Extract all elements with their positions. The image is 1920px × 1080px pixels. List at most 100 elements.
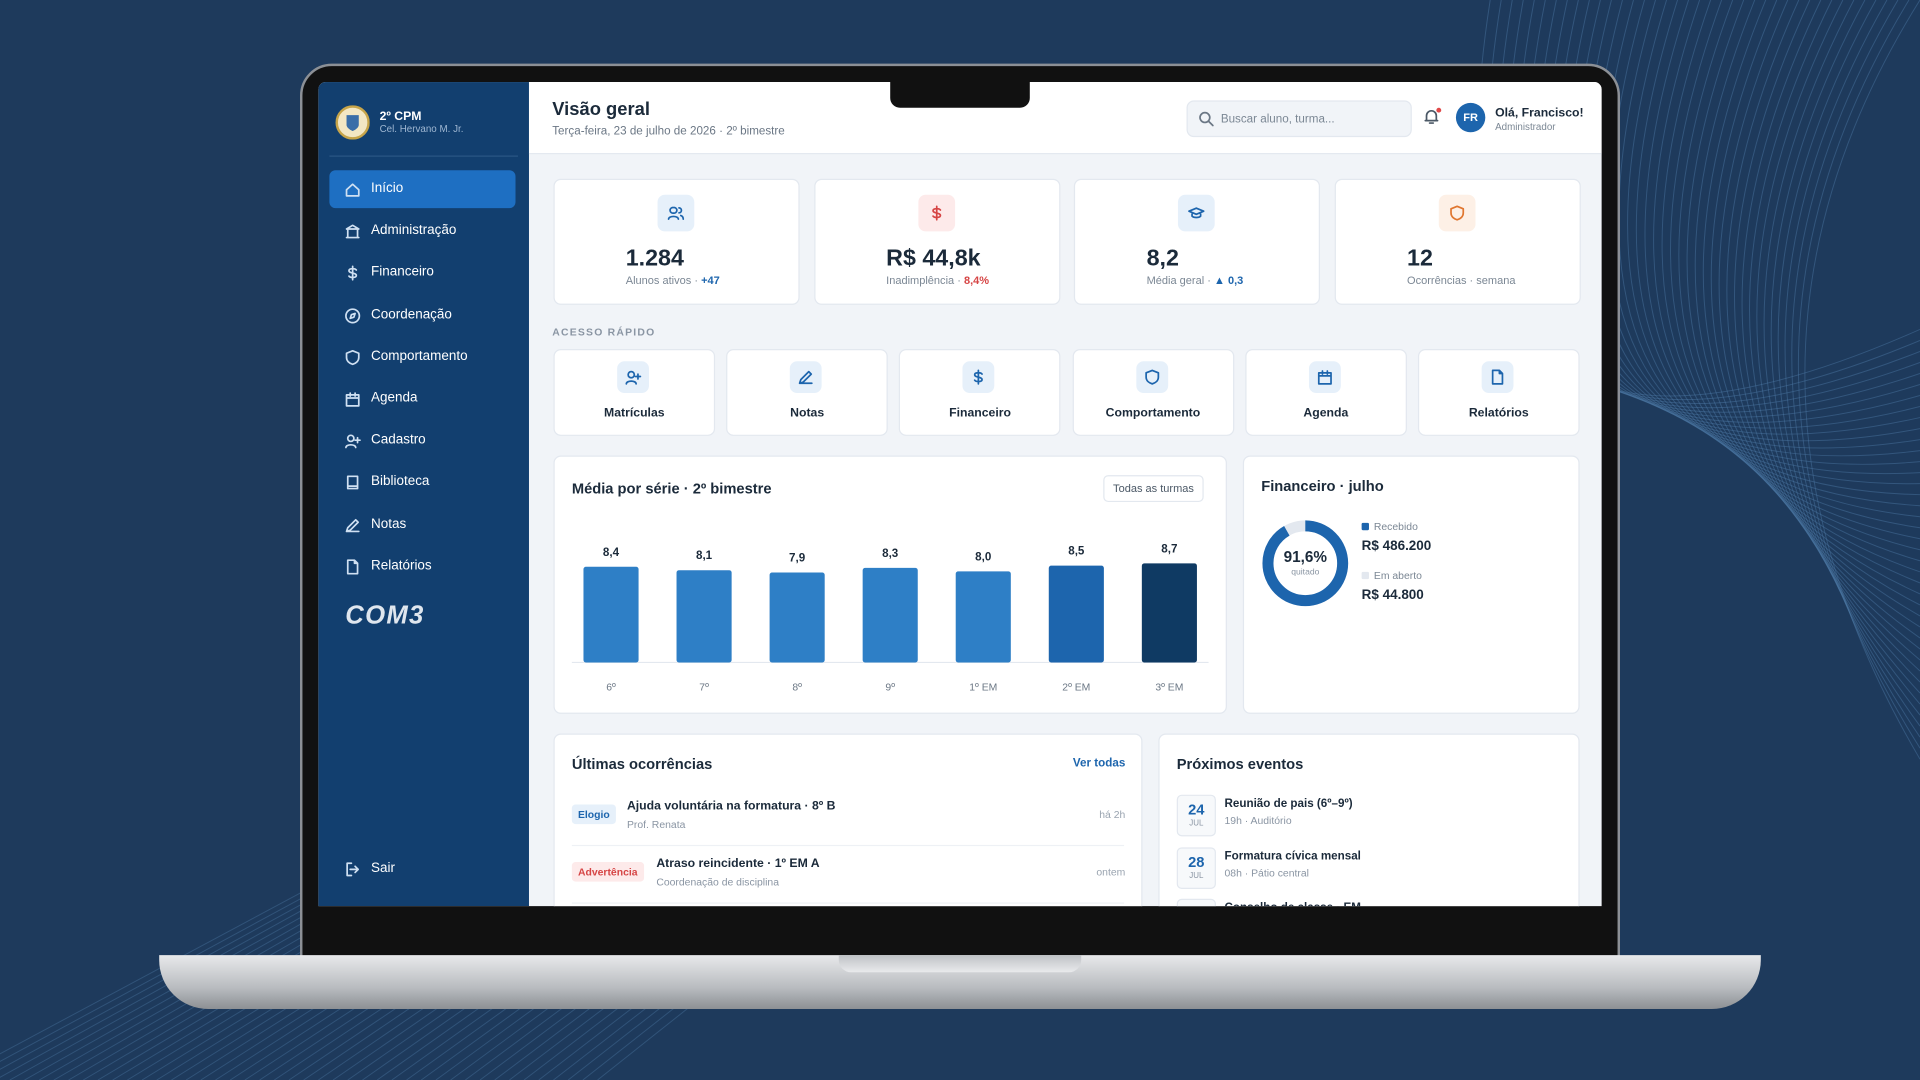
x-tick-label: 6º xyxy=(606,683,616,694)
occurrence-tag: Advertência xyxy=(571,862,644,882)
background-line xyxy=(1627,0,1920,507)
stat-label-row: Ocorrências · semana xyxy=(1407,274,1515,286)
donut xyxy=(1262,520,1349,607)
stat-card: 8,2 Média geral · ▲ 0,3 xyxy=(1074,178,1321,305)
x-tick-label: 7º xyxy=(699,683,709,694)
menu-item[interactable]: Comportamento xyxy=(329,338,515,376)
menu-label: Agenda xyxy=(371,390,418,406)
chart-filter[interactable]: Todas as turmas xyxy=(1103,475,1204,503)
icon xyxy=(931,205,941,221)
menu-item[interactable]: Relatórios xyxy=(329,547,515,585)
background-line xyxy=(1710,0,1920,617)
background-line xyxy=(1678,0,1920,573)
search-box[interactable]: Buscar aluno, turma... xyxy=(1186,100,1412,138)
background-line xyxy=(1734,0,1920,650)
background-line xyxy=(1618,0,1920,496)
background-line xyxy=(1653,0,1920,540)
occurrence-time: ontem xyxy=(1096,865,1126,878)
event-detail: 08h · Pátio central xyxy=(1224,866,1309,879)
logout[interactable]: Sair xyxy=(329,853,515,885)
event-date xyxy=(1176,898,1216,907)
sidebar: 2º CPM Cel. Hervano M. Jr. Início Administr… xyxy=(318,82,529,907)
logout-label: Sair xyxy=(371,860,395,876)
background-line xyxy=(1784,0,1920,727)
icon xyxy=(974,369,984,385)
quick-icon xyxy=(1481,361,1514,394)
bar xyxy=(1141,563,1197,663)
background-line xyxy=(1777,0,1920,716)
stat-icon xyxy=(657,194,695,232)
quick-card[interactable]: Agenda xyxy=(1245,348,1407,436)
menu-item[interactable]: Notas xyxy=(329,505,515,543)
menu-item[interactable]: Agenda xyxy=(329,380,515,418)
section-label: ACESSO RÁPIDO xyxy=(552,325,656,338)
icon xyxy=(345,183,360,197)
event-title: Formatura cívica mensal xyxy=(1224,849,1361,863)
bar xyxy=(583,566,639,663)
page-date: Terça-feira, 23 de julho de 2026 · 2º bi… xyxy=(552,124,785,139)
icon-path xyxy=(1188,207,1206,219)
icon-path xyxy=(346,862,360,877)
quick-card[interactable]: Financeiro xyxy=(899,348,1061,436)
icon xyxy=(346,862,360,877)
icon xyxy=(345,307,361,324)
icon xyxy=(345,518,360,532)
legend-swatch xyxy=(1361,571,1369,580)
stat-value: R$ 44,8k xyxy=(886,246,981,272)
icon xyxy=(625,370,642,385)
menu-label: Início xyxy=(371,181,404,196)
quick-card[interactable]: Notas xyxy=(726,348,888,436)
menu-label: Administração xyxy=(371,223,457,238)
quick-icon xyxy=(790,361,822,394)
icon-path xyxy=(348,265,358,282)
x-tick-label: 1º EM xyxy=(969,683,997,694)
menu-label: Coordenação xyxy=(371,306,452,322)
quick-label: Financeiro xyxy=(949,406,1012,421)
quick-card[interactable]: Matrículas xyxy=(553,348,716,436)
menu-item[interactable]: Administração xyxy=(329,212,515,250)
menu-item[interactable]: Cadastro xyxy=(329,421,515,459)
icon xyxy=(667,206,685,221)
school-logo xyxy=(335,105,370,140)
quick-card[interactable]: Comportamento xyxy=(1072,348,1234,436)
icon-path xyxy=(931,205,941,221)
menu-item[interactable]: Financeiro xyxy=(329,254,515,292)
event-month: JUL xyxy=(1189,871,1204,880)
occurrence-time: há 2h xyxy=(1099,808,1126,821)
school-subtitle: Cel. Hervano M. Jr. xyxy=(379,123,464,135)
greeting: Olá, Francisco! xyxy=(1495,106,1584,121)
bar xyxy=(862,567,918,663)
bell[interactable] xyxy=(1423,107,1443,128)
menu-item[interactable]: Biblioteca xyxy=(329,463,515,501)
stat-icon xyxy=(917,194,955,232)
quick-card[interactable]: Relatórios xyxy=(1417,348,1580,436)
bell-dot xyxy=(1436,107,1442,113)
occurrences-card: Últimas ocorrências Ver todas Elogio Ajuda … xyxy=(553,733,1143,907)
background-line xyxy=(1763,0,1920,694)
icon-path xyxy=(345,392,360,407)
quick-label: Matrículas xyxy=(603,406,665,421)
icon-path xyxy=(667,206,685,221)
menu-item[interactable]: Coordenação xyxy=(329,296,515,334)
bar-value-label: 8,7 xyxy=(1161,542,1177,555)
donut-arc xyxy=(1262,520,1349,607)
icon xyxy=(345,224,360,239)
icon xyxy=(1450,205,1465,221)
icon xyxy=(348,265,358,282)
occurrence-title: Atraso reincidente · 1º EM A xyxy=(656,857,820,871)
background-line xyxy=(1686,0,1920,584)
camera-notch xyxy=(890,82,1030,108)
menu-item[interactable]: Início xyxy=(329,170,516,209)
view-all-link[interactable]: Ver todas xyxy=(1072,756,1126,771)
stat-card: R$ 44,8k Inadimplência · 8,4% xyxy=(813,178,1061,305)
background-line xyxy=(1644,0,1920,529)
x-tick-label: 2º EM xyxy=(1062,683,1090,694)
events-title: Próximos eventos xyxy=(1176,755,1304,773)
bar xyxy=(676,570,732,663)
occurrence-tag: Elogio xyxy=(571,804,616,825)
stat-card: 12 Ocorrências · semana xyxy=(1334,178,1581,305)
header xyxy=(528,82,1602,155)
icon-path xyxy=(345,518,360,532)
quick-label: Notas xyxy=(790,406,825,421)
bar-value-label: 7,9 xyxy=(789,551,806,564)
